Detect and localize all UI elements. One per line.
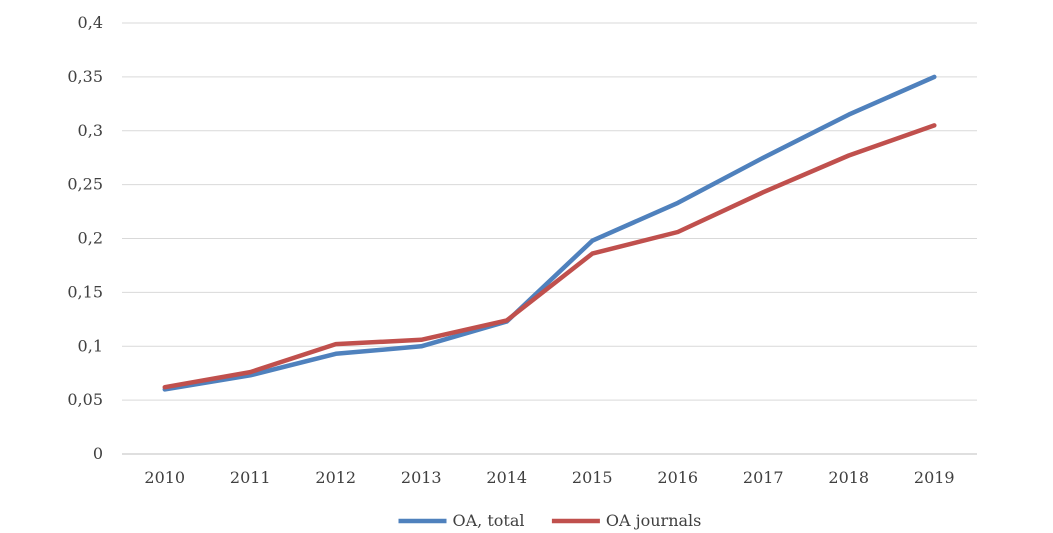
legend: OA, total OA journals bbox=[398, 511, 701, 530]
x-tick-label: 2019 bbox=[914, 468, 955, 487]
x-tick-label: 2018 bbox=[828, 468, 869, 487]
series-line bbox=[162, 74, 937, 392]
y-tick-label: 0,2 bbox=[78, 229, 103, 248]
y-tick-label: 0,25 bbox=[67, 175, 103, 194]
y-tick-label: 0,05 bbox=[67, 390, 103, 409]
y-tick-label: 0 bbox=[93, 444, 103, 463]
x-tick-label: 2017 bbox=[743, 468, 784, 487]
x-tick-label: 2013 bbox=[401, 468, 442, 487]
legend-label: OA journals bbox=[606, 511, 701, 530]
series-lines bbox=[162, 74, 937, 392]
x-tick-label: 2016 bbox=[657, 468, 698, 487]
gridlines bbox=[122, 22, 977, 455]
x-axis-tick-labels: 2010 2011 2012 2013 2014 2015 2016 2017 2018 2019 bbox=[144, 468, 954, 487]
y-axis-tick-labels: 0 0,05 0,1 0,15 0,2 0,25 0,3 0,35 0,4 bbox=[67, 13, 103, 463]
x-tick-label: 2010 bbox=[144, 468, 185, 487]
series-line bbox=[162, 123, 937, 390]
x-tick-label: 2011 bbox=[230, 468, 271, 487]
x-tick-label: 2012 bbox=[315, 468, 356, 487]
y-tick-label: 0,15 bbox=[67, 282, 103, 301]
x-tick-label: 2015 bbox=[572, 468, 613, 487]
legend-label: OA, total bbox=[453, 511, 525, 530]
y-tick-label: 0,3 bbox=[78, 121, 103, 140]
y-tick-label: 0,1 bbox=[78, 336, 103, 355]
y-tick-label: 0,4 bbox=[78, 13, 103, 32]
x-tick-label: 2014 bbox=[486, 468, 527, 487]
y-tick-label: 0,35 bbox=[67, 67, 103, 86]
